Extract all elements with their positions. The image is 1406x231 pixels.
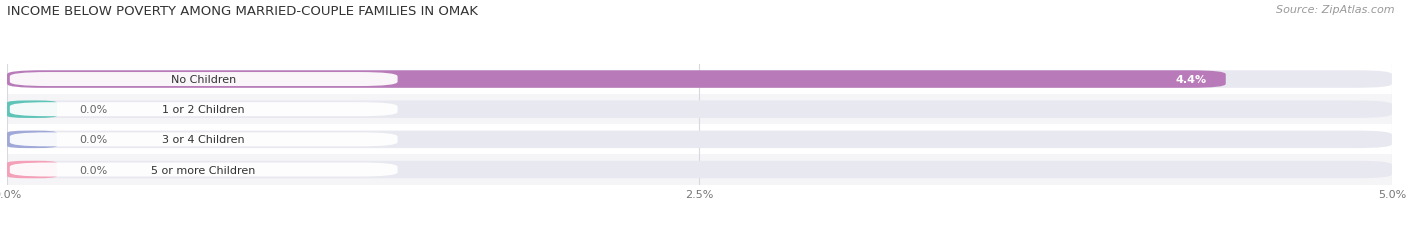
FancyBboxPatch shape bbox=[7, 101, 56, 119]
FancyBboxPatch shape bbox=[7, 101, 1392, 119]
Text: 0.0%: 0.0% bbox=[79, 135, 107, 145]
Text: 0.0%: 0.0% bbox=[79, 105, 107, 115]
FancyBboxPatch shape bbox=[7, 161, 1392, 179]
FancyBboxPatch shape bbox=[10, 163, 398, 177]
Bar bbox=[7, 155, 1392, 185]
FancyBboxPatch shape bbox=[10, 103, 398, 117]
Text: 1 or 2 Children: 1 or 2 Children bbox=[162, 105, 245, 115]
FancyBboxPatch shape bbox=[7, 131, 56, 149]
FancyBboxPatch shape bbox=[7, 71, 1226, 88]
Text: 3 or 4 Children: 3 or 4 Children bbox=[162, 135, 245, 145]
FancyBboxPatch shape bbox=[10, 133, 398, 147]
Text: INCOME BELOW POVERTY AMONG MARRIED-COUPLE FAMILIES IN OMAK: INCOME BELOW POVERTY AMONG MARRIED-COUPL… bbox=[7, 5, 478, 18]
Text: Source: ZipAtlas.com: Source: ZipAtlas.com bbox=[1277, 5, 1395, 15]
FancyBboxPatch shape bbox=[7, 161, 56, 179]
FancyBboxPatch shape bbox=[10, 73, 398, 87]
Text: 5 or more Children: 5 or more Children bbox=[152, 165, 256, 175]
Bar bbox=[7, 95, 1392, 125]
FancyBboxPatch shape bbox=[7, 71, 1392, 88]
Text: 0.0%: 0.0% bbox=[79, 165, 107, 175]
Text: No Children: No Children bbox=[172, 75, 236, 85]
Bar bbox=[7, 125, 1392, 155]
Bar bbox=[7, 65, 1392, 95]
FancyBboxPatch shape bbox=[7, 131, 1392, 149]
Text: 4.4%: 4.4% bbox=[1175, 75, 1206, 85]
